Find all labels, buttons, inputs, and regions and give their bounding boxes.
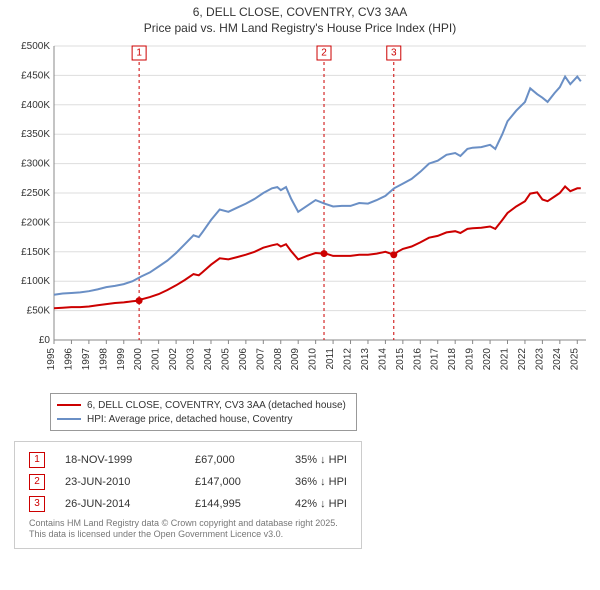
sales-table: 1 18-NOV-1999£67,00035% ↓ HPI 2 23-JUN-2010… <box>14 441 362 549</box>
svg-text:2008: 2008 <box>273 348 284 371</box>
svg-text:2003: 2003 <box>186 348 197 371</box>
title-line-1: 6, DELL CLOSE, COVENTRY, CV3 3AA <box>0 4 600 20</box>
svg-text:2018: 2018 <box>447 348 458 371</box>
svg-text:1998: 1998 <box>98 348 109 371</box>
svg-text:2014: 2014 <box>377 348 388 371</box>
svg-text:£100K: £100K <box>21 277 50 288</box>
sales-row: 3 26-JUN-2014£144,99542% ↓ HPI <box>29 496 347 512</box>
legend-label: HPI: Average price, detached house, Cove… <box>87 414 293 425</box>
credits-line-1: Contains HM Land Registry data © Crown c… <box>29 518 347 529</box>
svg-text:1996: 1996 <box>63 348 74 371</box>
sale-date: 26-JUN-2014 <box>65 498 195 510</box>
title-line-2: Price paid vs. HM Land Registry's House … <box>0 20 600 36</box>
svg-text:1997: 1997 <box>81 348 92 371</box>
svg-text:£400K: £400K <box>21 100 50 111</box>
svg-text:2017: 2017 <box>430 348 441 371</box>
svg-text:£50K: £50K <box>27 306 51 317</box>
svg-text:2007: 2007 <box>255 348 266 371</box>
svg-text:2009: 2009 <box>290 348 301 371</box>
svg-text:2024: 2024 <box>552 348 563 371</box>
svg-text:£250K: £250K <box>21 188 50 199</box>
sales-row: 2 23-JUN-2010£147,00036% ↓ HPI <box>29 474 347 490</box>
sale-diff: 42% ↓ HPI <box>295 498 347 510</box>
svg-text:1: 1 <box>136 48 142 59</box>
svg-text:£350K: £350K <box>21 130 50 141</box>
sale-marker-box: 3 <box>29 496 45 512</box>
line-chart: £0 £50K £100K £150K £200K £250K £300K £350K £400… <box>8 40 592 385</box>
svg-text:3: 3 <box>391 48 397 59</box>
sale-price: £144,995 <box>195 498 295 510</box>
svg-text:2002: 2002 <box>168 348 179 371</box>
svg-text:2005: 2005 <box>220 348 231 371</box>
svg-text:£500K: £500K <box>21 41 50 52</box>
svg-text:2021: 2021 <box>500 348 511 371</box>
legend-label: 6, DELL CLOSE, COVENTRY, CV3 3AA (detach… <box>87 400 346 411</box>
sale-diff: 36% ↓ HPI <box>295 476 347 488</box>
sales-row: 1 18-NOV-1999£67,00035% ↓ HPI <box>29 452 347 468</box>
legend-item: HPI: Average price, detached house, Cove… <box>57 412 346 426</box>
legend-item: 6, DELL CLOSE, COVENTRY, CV3 3AA (detach… <box>57 398 346 412</box>
sale-date: 18-NOV-1999 <box>65 454 195 466</box>
sale-marker-box: 2 <box>29 474 45 490</box>
svg-text:2022: 2022 <box>517 348 528 371</box>
svg-text:2015: 2015 <box>395 348 406 371</box>
svg-text:2025: 2025 <box>569 348 580 371</box>
svg-text:2013: 2013 <box>360 348 371 371</box>
sale-price: £67,000 <box>195 454 295 466</box>
sale-date: 23-JUN-2010 <box>65 476 195 488</box>
svg-text:2006: 2006 <box>238 348 249 371</box>
legend-swatch <box>57 418 81 420</box>
credits: Contains HM Land Registry data © Crown c… <box>29 518 347 540</box>
svg-text:£200K: £200K <box>21 218 50 229</box>
svg-text:1999: 1999 <box>116 348 127 371</box>
svg-text:1995: 1995 <box>46 348 57 371</box>
chart-title-block: 6, DELL CLOSE, COVENTRY, CV3 3AA Price p… <box>0 0 600 36</box>
chart-container: £0 £50K £100K £150K £200K £250K £300K £350K £400… <box>8 40 592 385</box>
svg-text:2023: 2023 <box>534 348 545 371</box>
sale-diff: 35% ↓ HPI <box>295 454 347 466</box>
svg-text:2019: 2019 <box>465 348 476 371</box>
svg-text:2004: 2004 <box>203 348 214 371</box>
svg-text:£300K: £300K <box>21 159 50 170</box>
svg-text:£0: £0 <box>39 335 51 346</box>
svg-text:2000: 2000 <box>133 348 144 371</box>
svg-text:2001: 2001 <box>151 348 162 371</box>
svg-text:2010: 2010 <box>308 348 319 371</box>
svg-text:2012: 2012 <box>343 348 354 371</box>
svg-text:2020: 2020 <box>482 348 493 371</box>
svg-text:£450K: £450K <box>21 71 50 82</box>
legend-swatch <box>57 404 81 406</box>
svg-text:2016: 2016 <box>412 348 423 371</box>
sale-marker-box: 1 <box>29 452 45 468</box>
chart-legend: 6, DELL CLOSE, COVENTRY, CV3 3AA (detach… <box>50 393 357 431</box>
svg-text:2011: 2011 <box>325 348 336 370</box>
svg-text:£150K: £150K <box>21 247 50 258</box>
svg-text:2: 2 <box>321 48 327 59</box>
sale-price: £147,000 <box>195 476 295 488</box>
credits-line-2: This data is licensed under the Open Gov… <box>29 529 347 540</box>
